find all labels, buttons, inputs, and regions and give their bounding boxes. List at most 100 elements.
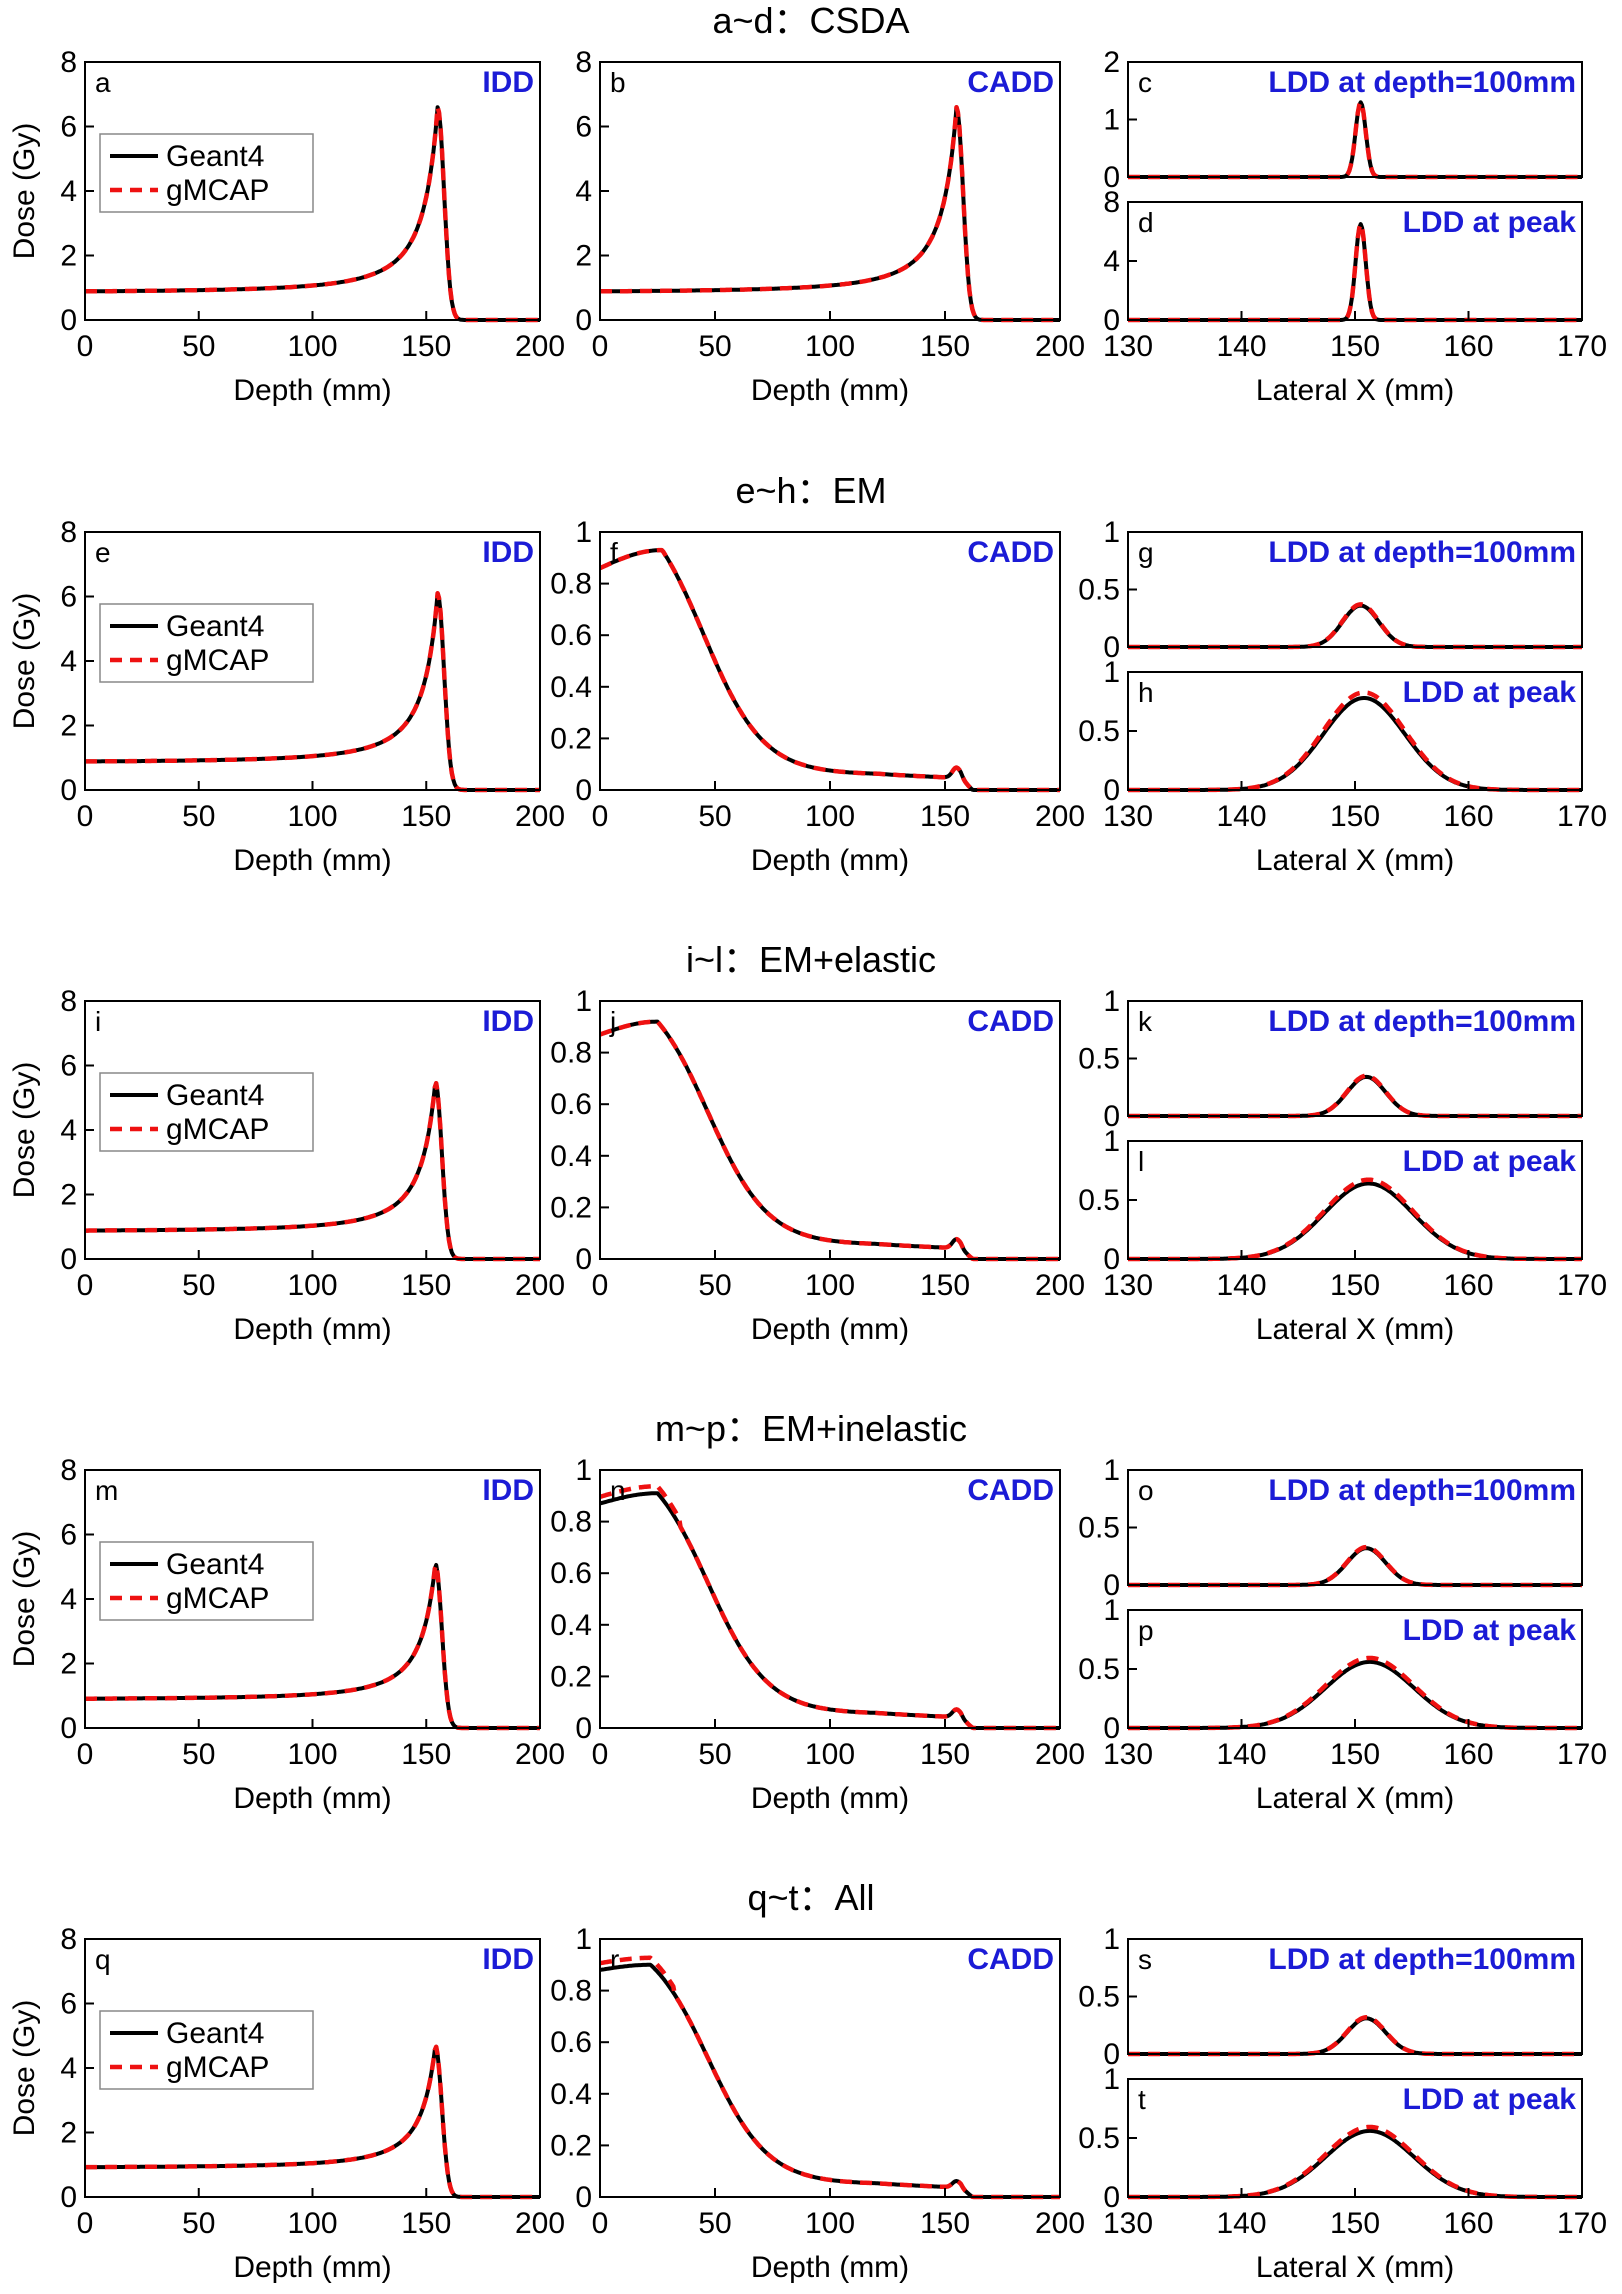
panel-tag: IDD: [482, 1943, 534, 1976]
y-tick-label: 0: [575, 2181, 592, 2214]
y-tick-label: 0.2: [550, 2129, 592, 2162]
y-tick-label: 0.5: [1078, 715, 1120, 748]
x-tick-label: 170: [1557, 2207, 1607, 2240]
x-tick-label: 50: [698, 1269, 731, 1302]
x-tick-label: 100: [805, 800, 855, 833]
y-tick-label: 1: [575, 516, 592, 549]
y-tick-label: 0: [1103, 774, 1120, 807]
y-tick-label: 0: [1103, 1243, 1120, 1276]
x-tick-label: 0: [77, 1738, 94, 1771]
panel-a: 0 2 4 6 8 0 50 100 150 200 a IDD Depth (mm) Dose (Gy)…: [8, 46, 565, 407]
plot-frame: [599, 1938, 1061, 2198]
legend-label-gmcap: gMCAP: [166, 1582, 269, 1615]
panel-tag: LDD at peak: [1403, 676, 1577, 709]
y-tick-label: 0.4: [550, 671, 592, 704]
y-tick-label: 0.8: [550, 1506, 592, 1539]
series-geant4-k: [1127, 1074, 1583, 1118]
y-tick-label: 6: [60, 581, 77, 614]
x-tick-label: 200: [1035, 330, 1085, 363]
y-axis-label: Dose (Gy): [8, 593, 41, 730]
y-tick-label: 6: [60, 1050, 77, 1083]
x-tick-label: 50: [182, 2207, 215, 2240]
series-gmcap-f: [599, 547, 1061, 793]
x-tick-label: 0: [77, 1269, 94, 1302]
y-tick-label: 0.5: [1078, 2122, 1120, 2155]
x-tick-label: 150: [920, 1269, 970, 1302]
panel-letter: f: [610, 537, 618, 568]
x-tick-label: 150: [1330, 800, 1380, 833]
panel-letter: i: [95, 1006, 101, 1037]
panel-tag: IDD: [482, 1005, 534, 1038]
row-title: a~d：CSDA: [712, 0, 909, 41]
x-tick-label: 150: [401, 1269, 451, 1302]
panel-k: 0 0.5 1k LDD at depth=100mm: [1078, 985, 1583, 1133]
y-tick-label: 0.6: [550, 1088, 592, 1121]
panel-letter: a: [95, 67, 111, 98]
y-tick-label: 0: [60, 1243, 77, 1276]
panel-letter: l: [1138, 1146, 1144, 1177]
x-axis-label: Depth (mm): [751, 2251, 909, 2284]
panel-tag: CADD: [967, 1005, 1054, 1038]
panel-p: 0 0.5 1 130 140 150 160 170 p LDD at peak Lateral …: [1078, 1594, 1607, 1815]
x-tick-label: 150: [401, 2207, 451, 2240]
x-tick-label: 200: [515, 330, 565, 363]
x-axis-label: Depth (mm): [233, 2251, 391, 2284]
y-tick-label: 0.2: [550, 722, 592, 755]
panel-letter: m: [95, 1475, 118, 1506]
x-tick-label: 140: [1216, 2207, 1266, 2240]
y-tick-label: 8: [60, 1923, 77, 1956]
y-tick-label: 0: [1103, 1100, 1120, 1133]
series-geant4-h: [1127, 696, 1583, 792]
x-tick-label: 0: [77, 800, 94, 833]
x-tick-label: 0: [77, 2207, 94, 2240]
series-geant4-t: [1127, 2128, 1583, 2199]
x-tick-label: 160: [1443, 2207, 1493, 2240]
x-tick-label: 50: [182, 1269, 215, 1302]
x-tick-label: 140: [1216, 800, 1266, 833]
x-tick-label: 100: [287, 800, 337, 833]
panel-g: 0 0.5 1g LDD at depth=100mm: [1078, 516, 1583, 664]
row-title: q~t：All: [747, 1877, 874, 1918]
y-tick-label: 1: [1103, 1594, 1120, 1627]
x-axis-label: Lateral X (mm): [1256, 1313, 1454, 1346]
series-geant4-c: [1127, 100, 1583, 179]
panel-tag: IDD: [482, 66, 534, 99]
x-tick-label: 50: [182, 800, 215, 833]
panel-l: 0 0.5 1 130 140 150 160 170 l LDD at peak Lateral …: [1078, 1125, 1607, 1346]
panel-f: 0 0.2 0.4 0.6 0.8 1 0 50 100 150 200 f CADD Depth (mm…: [550, 516, 1085, 877]
y-tick-label: 2: [60, 240, 77, 273]
x-tick-label: 130: [1103, 2207, 1153, 2240]
panel-letter: b: [610, 67, 626, 98]
x-tick-label: 150: [1330, 1269, 1380, 1302]
y-tick-label: 1: [1103, 1923, 1120, 1956]
legend-label-gmcap: gMCAP: [166, 1113, 269, 1146]
y-tick-label: 6: [60, 1519, 77, 1552]
series-geant4-l: [1127, 1181, 1583, 1261]
x-tick-label: 200: [1035, 2207, 1085, 2240]
x-tick-label: 200: [515, 1738, 565, 1771]
x-tick-label: 160: [1443, 1738, 1493, 1771]
y-tick-label: 8: [575, 46, 592, 79]
plot-frame: [599, 531, 1061, 791]
legend-box: [99, 2010, 314, 2090]
y-tick-label: 6: [60, 1988, 77, 2021]
x-tick-label: 150: [401, 800, 451, 833]
y-tick-label: 0: [575, 1712, 592, 1745]
x-tick-label: 150: [920, 330, 970, 363]
y-tick-label: 0.2: [550, 1191, 592, 1224]
y-tick-label: 0.5: [1078, 1512, 1120, 1545]
series-geant4-p: [1127, 1659, 1583, 1730]
x-tick-label: 140: [1216, 1269, 1266, 1302]
panel-letter: h: [1138, 677, 1154, 708]
legend-label-geant4: Geant4: [166, 140, 264, 173]
series-gmcap-k: [1127, 1073, 1583, 1119]
series-gmcap-a: [84, 104, 541, 323]
y-axis-label: Dose (Gy): [8, 1531, 41, 1668]
panel-j: 0 0.2 0.4 0.6 0.8 1 0 50 100 150 200 j CADD Depth (mm…: [550, 985, 1085, 1346]
y-tick-label: 1: [1103, 516, 1120, 549]
panel-letter: n: [610, 1475, 626, 1506]
x-tick-label: 130: [1103, 1269, 1153, 1302]
